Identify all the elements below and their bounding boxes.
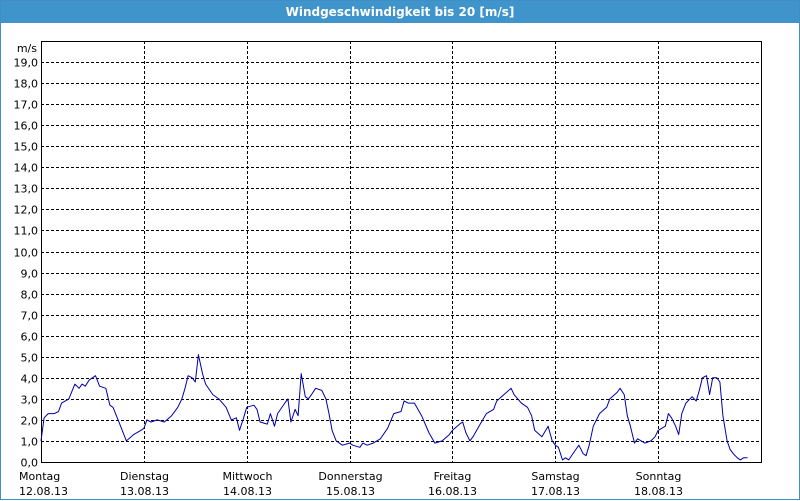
y-tick-label: 8,0 [21, 289, 39, 302]
x-tick-day-label: Mittwoch [223, 470, 273, 483]
y-tick-label: 19,0 [14, 57, 39, 70]
y-tick-label: 6,0 [21, 331, 39, 344]
y-axis-label: m/s [17, 42, 37, 55]
y-tick-label: 5,0 [21, 352, 39, 365]
y-tick-label: 11,0 [14, 225, 39, 238]
y-axis-ticks: 0,0 1,0 2,0 3,0 4,0 5,0 6,0 7,0 8,0 9,0 10,0 11,0 12… [14, 57, 39, 470]
y-tick-label: 12,0 [14, 204, 39, 217]
y-tick-label: 10,0 [14, 247, 39, 260]
x-tick-date-label: 16.08.13 [428, 485, 477, 498]
y-tick-label: 0,0 [21, 457, 39, 470]
y-tick-label: 14,0 [14, 162, 39, 175]
x-tick-day-label: Freitag [434, 470, 472, 483]
y-tick-label: 2,0 [21, 415, 39, 428]
y-tick-label: 4,0 [21, 373, 39, 386]
x-tick-day-label: Sonntag [636, 470, 682, 483]
x-tick-day-label: Samstag [531, 470, 579, 483]
plot-frame [41, 41, 762, 463]
y-tick-label: 7,0 [21, 310, 39, 323]
window-title: Windgeschwindigkeit bis 20 [m/s] [1, 1, 799, 23]
x-tick-date-label: 13.08.13 [120, 485, 169, 498]
y-tick-label: 17,0 [14, 99, 39, 112]
y-tick-label: 3,0 [21, 394, 39, 407]
x-tick-day-label: Dienstag [120, 470, 169, 483]
x-tick-date-label: 15.08.13 [326, 485, 375, 498]
x-tick-day-label: Donnerstag [318, 470, 382, 483]
y-tick-label: 13,0 [14, 183, 39, 196]
grid-lines [41, 41, 761, 462]
series-line [40, 354, 748, 461]
x-tick-date-label: 14.08.13 [223, 485, 272, 498]
x-tick-day-label: Montag [19, 470, 60, 483]
y-tick-label: 16,0 [14, 120, 39, 133]
x-tick-date-label: 17.08.13 [531, 485, 580, 498]
y-tick-label: 15,0 [14, 141, 39, 154]
x-tick-date-label: 18.08.13 [634, 485, 683, 498]
x-axis-ticks: Montag 12.08.13 Dienstag 13.08.13 Mittwoch 14… [19, 470, 683, 498]
y-tick-label: 1,0 [21, 436, 39, 449]
x-tick-date-label: 12.08.13 [19, 485, 68, 498]
y-tick-label: 9,0 [21, 268, 39, 281]
series-group [40, 354, 748, 461]
y-tick-label: 18,0 [14, 78, 39, 91]
